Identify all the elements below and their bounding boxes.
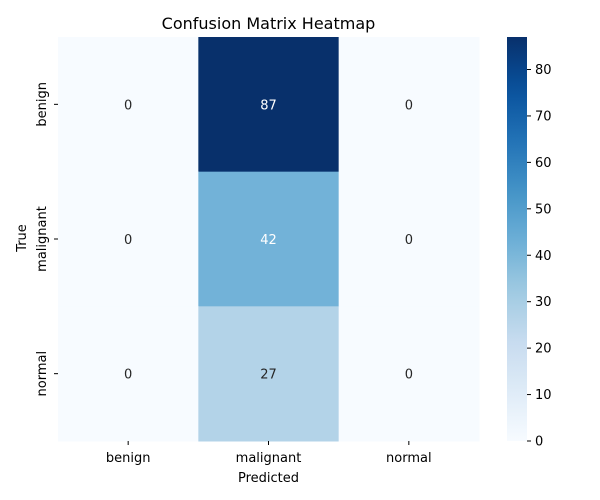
colorbar-tick-label: 80 [535, 63, 552, 78]
x-axis-ticks: benign malignant normal [106, 441, 432, 466]
colorbar [507, 37, 527, 441]
y-axis-label: True [15, 224, 30, 253]
colorbar-ticks: 0 10 20 30 40 50 60 70 80 [527, 63, 552, 450]
heatmap-cell [198, 306, 340, 442]
cell-value-label: 0 [405, 98, 413, 113]
heatmap-cell [338, 171, 480, 307]
cell-value-label: 42 [260, 233, 277, 248]
y-axis-ticks: benign malignant normal [35, 82, 58, 396]
colorbar-tick-label: 50 [535, 202, 552, 217]
cell-value-label: 0 [124, 98, 132, 113]
cell-value-label: 0 [124, 233, 132, 248]
colorbar-tick-label: 30 [535, 295, 552, 310]
heatmap-cell [58, 37, 199, 173]
colorbar-tick-label: 70 [535, 109, 552, 124]
x-tick-label: malignant [236, 451, 302, 466]
heatmap-cell [58, 171, 199, 307]
heatmap-cell [198, 171, 340, 307]
chart-title: Confusion Matrix Heatmap [162, 14, 376, 33]
colorbar-tick-label: 0 [535, 435, 543, 450]
cell-value-label: 0 [124, 368, 132, 383]
x-axis-label: Predicted [238, 471, 299, 486]
colorbar-tick-label: 20 [535, 342, 552, 357]
colorbar-tick-label: 40 [535, 249, 552, 264]
y-tick-label: normal [35, 351, 50, 397]
heatmap-cells [58, 37, 480, 442]
cell-value-label: 87 [260, 98, 277, 113]
colorbar-tick-label: 60 [535, 156, 552, 171]
heatmap-cell [198, 37, 340, 173]
heatmap-cell [338, 37, 480, 173]
heatmap-cell [338, 306, 480, 442]
y-tick-label: malignant [35, 206, 50, 272]
heatmap-cell [58, 306, 199, 442]
cell-annotations: 0 87 0 0 42 0 0 27 0 [124, 98, 413, 382]
x-tick-label: benign [106, 451, 151, 466]
cell-value-label: 0 [405, 368, 413, 383]
cell-value-label: 27 [260, 368, 277, 383]
y-tick-label: benign [35, 82, 50, 127]
x-tick-label: normal [386, 451, 432, 466]
colorbar-tick-label: 10 [535, 388, 552, 403]
cell-value-label: 0 [405, 233, 413, 248]
